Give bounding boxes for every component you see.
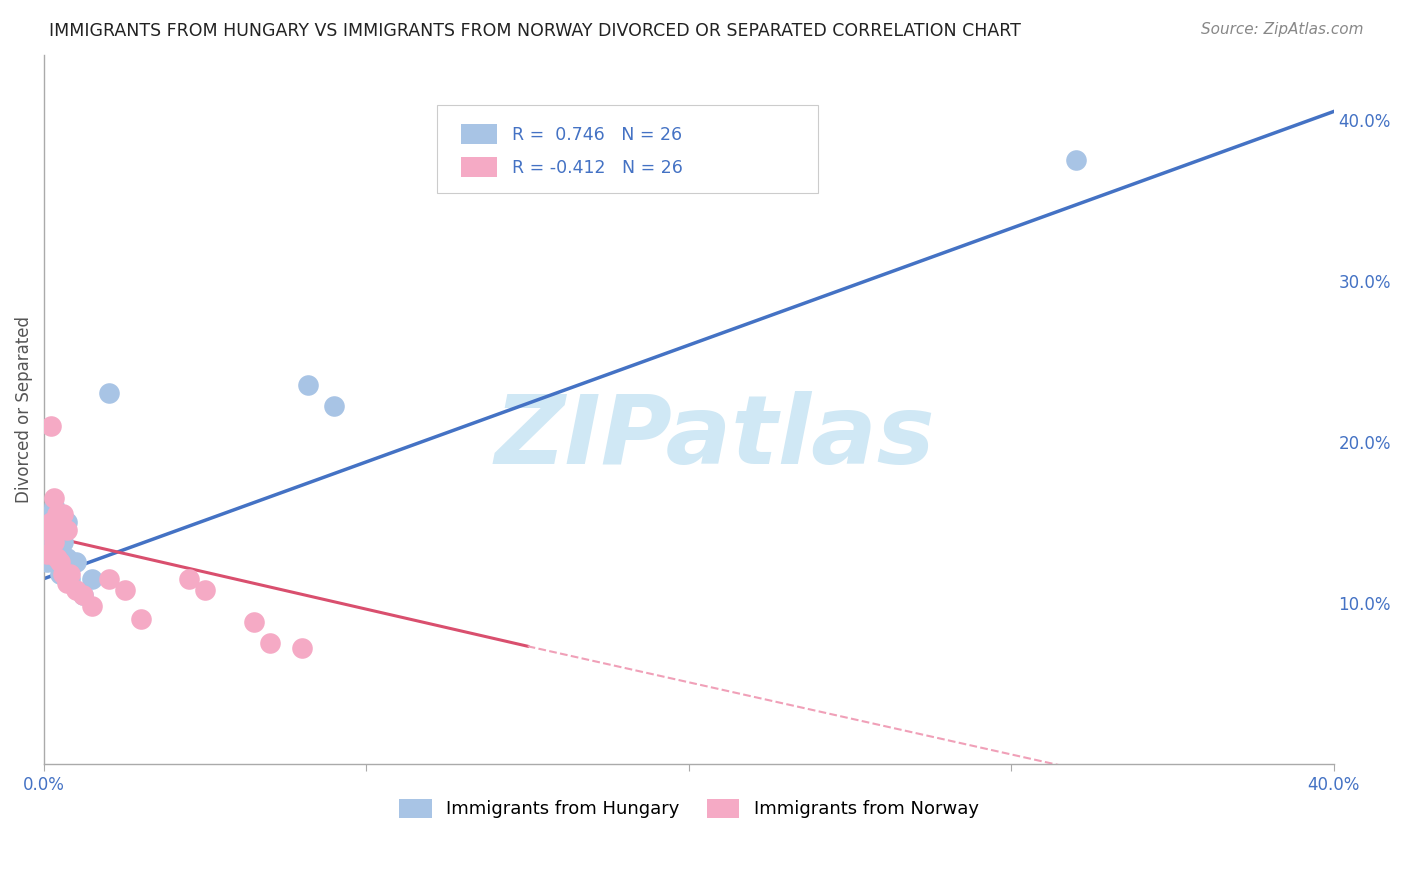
Point <box>97 386 120 401</box>
Text: Source: ZipAtlas.com: Source: ZipAtlas.com <box>1201 22 1364 37</box>
Point <box>42 548 65 562</box>
FancyBboxPatch shape <box>437 104 818 194</box>
Point <box>49 566 72 581</box>
Point <box>37 548 59 562</box>
Point <box>52 566 75 581</box>
Point <box>72 588 94 602</box>
Point <box>82 599 104 613</box>
Text: R =  0.746   N = 26: R = 0.746 N = 26 <box>512 126 682 144</box>
Y-axis label: Divorced or Separated: Divorced or Separated <box>15 316 32 503</box>
Text: IMMIGRANTS FROM HUNGARY VS IMMIGRANTS FROM NORWAY DIVORCED OR SEPARATED CORRELAT: IMMIGRANTS FROM HUNGARY VS IMMIGRANTS FR… <box>49 22 1021 40</box>
Point <box>114 582 136 597</box>
Point <box>323 399 346 413</box>
Point <box>52 534 75 549</box>
Point <box>42 534 65 549</box>
Point <box>82 572 104 586</box>
Point <box>59 566 82 581</box>
Point <box>37 540 59 554</box>
Point <box>179 572 201 586</box>
Point <box>242 615 264 629</box>
Point <box>72 588 94 602</box>
Point <box>59 572 82 586</box>
Point <box>46 523 69 537</box>
Point <box>97 572 120 586</box>
Point <box>42 491 65 505</box>
Point <box>194 582 217 597</box>
Point <box>39 507 62 521</box>
Point <box>49 532 72 546</box>
Point <box>49 556 72 570</box>
Point <box>55 550 77 565</box>
Point <box>49 507 72 521</box>
Point <box>55 515 77 529</box>
Point <box>65 582 87 597</box>
Point <box>49 518 72 533</box>
Point <box>65 556 87 570</box>
Point <box>39 534 62 549</box>
Point <box>259 636 281 650</box>
Point <box>52 564 75 578</box>
Bar <box>461 157 496 177</box>
Point <box>46 550 69 565</box>
Point <box>1064 153 1087 167</box>
Point <box>297 378 319 392</box>
Point <box>52 507 75 521</box>
Point <box>42 499 65 513</box>
Bar <box>461 124 496 144</box>
Point <box>39 550 62 565</box>
Legend: Immigrants from Hungary, Immigrants from Norway: Immigrants from Hungary, Immigrants from… <box>392 792 986 826</box>
Text: R = -0.412   N = 26: R = -0.412 N = 26 <box>512 159 683 177</box>
Point <box>37 523 59 537</box>
Point <box>46 556 69 570</box>
Point <box>55 576 77 591</box>
Point <box>291 640 314 655</box>
Point <box>42 518 65 533</box>
Point <box>46 507 69 521</box>
Point <box>39 418 62 433</box>
Text: ZIPatlas: ZIPatlas <box>495 392 935 484</box>
Point <box>39 515 62 529</box>
Point <box>55 523 77 537</box>
Point <box>37 556 59 570</box>
Point <box>37 548 59 562</box>
Point <box>129 612 152 626</box>
